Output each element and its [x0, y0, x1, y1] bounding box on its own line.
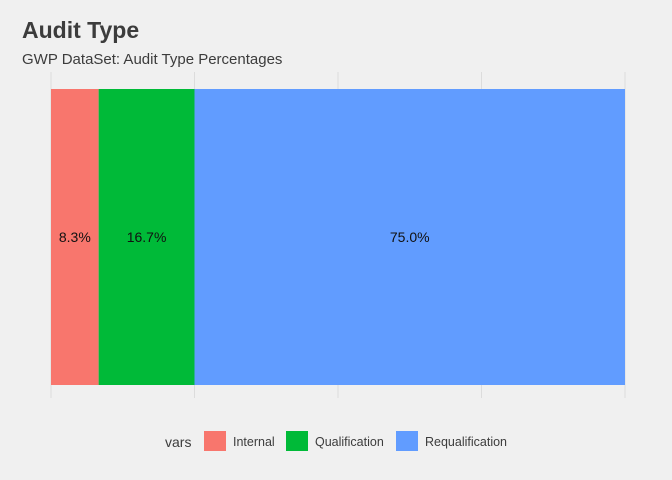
- segment-label-requalification: 75.0%: [390, 229, 430, 245]
- legend-key-qualification: [286, 431, 308, 451]
- legend: vars Internal Qualification Requalificatio…: [165, 431, 507, 451]
- segment-label-qualification: 16.7%: [127, 229, 167, 245]
- bar-segment-qualification: [98, 89, 195, 385]
- bar-segments: [51, 89, 625, 385]
- bar-segment-requalification: [194, 89, 625, 385]
- legend-title: vars: [165, 434, 191, 450]
- chart-subtitle: GWP DataSet: Audit Type Percentages: [22, 51, 282, 68]
- chart-title: Audit Type: [22, 17, 139, 43]
- legend-key-requalification: [396, 431, 418, 451]
- segment-labels: 8.3% 16.7% 75.0%: [59, 229, 430, 245]
- legend-label-requalification: Requalification: [425, 435, 507, 449]
- legend-label-internal: Internal: [233, 435, 275, 449]
- bar-segment-internal: [51, 89, 99, 385]
- legend-label-qualification: Qualification: [315, 435, 384, 449]
- legend-key-internal: [204, 431, 226, 451]
- legend-items: Internal Qualification Requalification: [204, 431, 507, 451]
- segment-label-internal: 8.3%: [59, 229, 91, 245]
